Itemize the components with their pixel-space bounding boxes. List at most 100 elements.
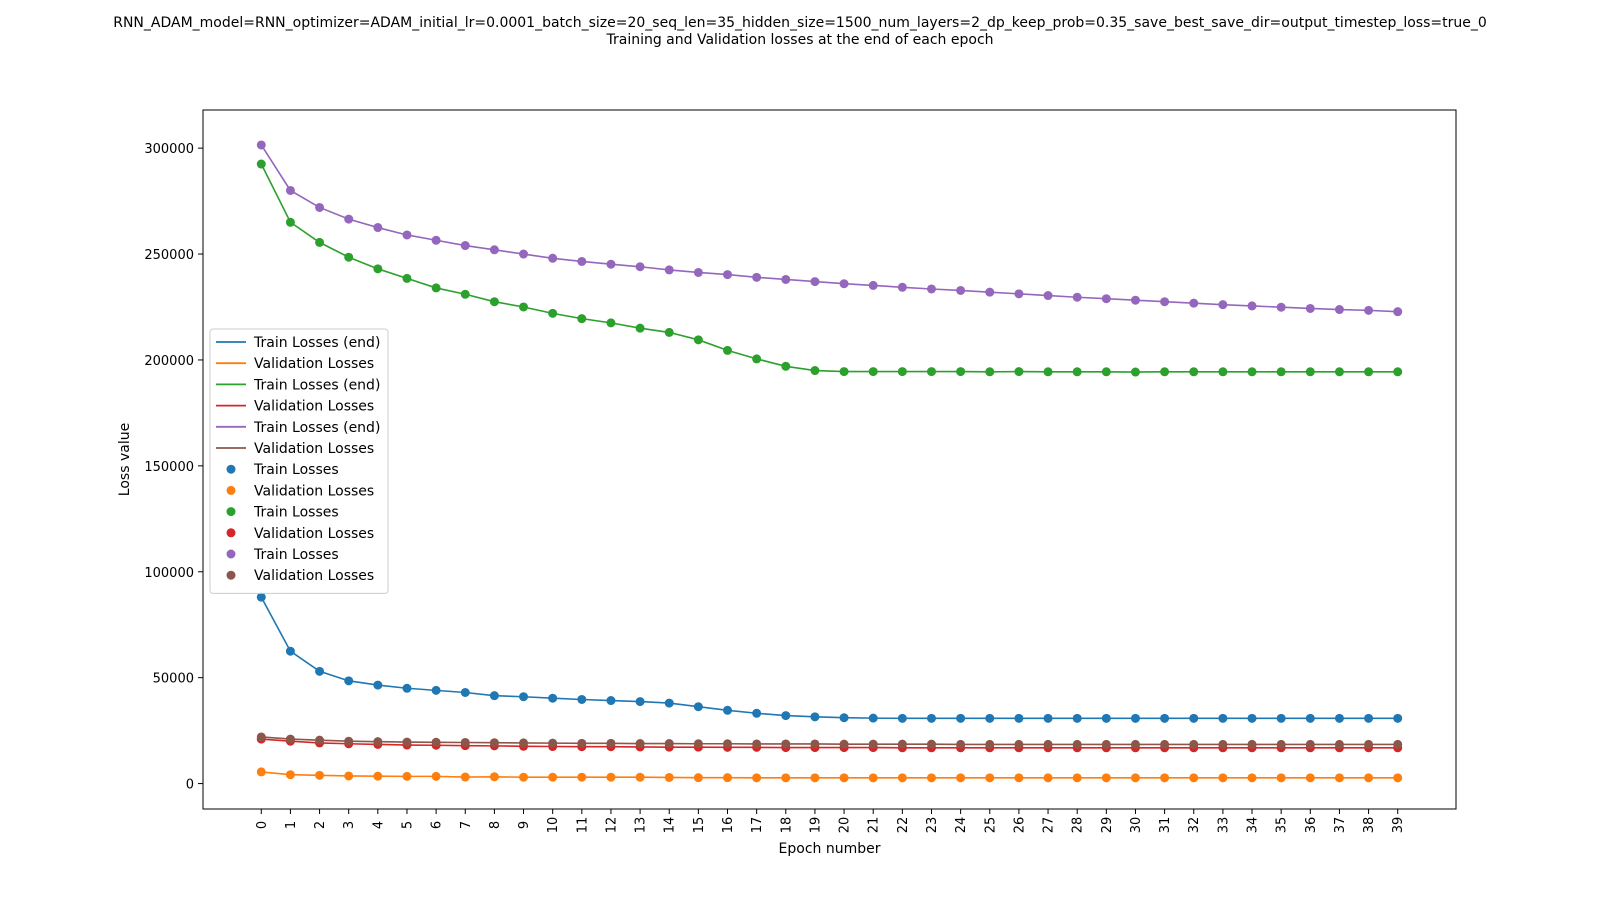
data-point — [460, 688, 470, 697]
data-point — [315, 735, 325, 745]
x-tick-label: 13 — [634, 817, 649, 834]
data-point — [577, 314, 587, 324]
data-point — [1160, 773, 1170, 783]
data-point — [344, 736, 354, 746]
x-tick-label: 25 — [983, 817, 998, 834]
data-point — [752, 708, 762, 718]
data-point — [548, 693, 558, 703]
data-point — [519, 772, 529, 782]
data-point — [868, 773, 878, 783]
data-point — [781, 274, 791, 284]
data-point — [1276, 713, 1286, 723]
data-point — [1189, 367, 1199, 377]
data-point — [548, 308, 558, 318]
data-point — [519, 302, 529, 312]
y-tick-label: 50000 — [153, 672, 194, 687]
x-tick-label: 2 — [313, 821, 328, 829]
data-point — [926, 367, 936, 377]
data-point — [985, 287, 995, 297]
legend-label: Train Losses — [253, 505, 339, 521]
data-point — [897, 367, 907, 377]
x-tick-label: 17 — [750, 817, 765, 834]
x-tick-label: 0 — [255, 821, 270, 829]
data-point — [810, 712, 820, 722]
data-point — [489, 691, 499, 701]
data-point — [1305, 367, 1315, 377]
data-point — [693, 267, 703, 277]
data-point — [1334, 367, 1344, 377]
data-point — [839, 739, 849, 749]
data-point — [956, 367, 966, 377]
data-point — [1014, 713, 1024, 723]
data-point — [256, 159, 266, 169]
data-point — [1218, 739, 1228, 749]
legend-item: Train Losses (end) — [216, 377, 380, 393]
y-tick-label: 300000 — [144, 142, 194, 157]
data-point — [752, 272, 762, 282]
data-point — [810, 773, 820, 783]
data-point — [723, 345, 733, 355]
data-point — [781, 739, 791, 749]
x-tick-label: 8 — [488, 821, 503, 829]
data-point — [460, 241, 470, 251]
data-point — [1072, 773, 1082, 783]
x-tick-label: 24 — [954, 817, 969, 834]
series-line-5 — [261, 736, 1398, 746]
x-tick-label: 15 — [692, 817, 707, 834]
data-point — [635, 739, 645, 749]
data-point — [1393, 713, 1403, 723]
data-point — [839, 279, 849, 289]
data-point — [1218, 713, 1228, 723]
data-point — [693, 702, 703, 712]
x-tick-label: 10 — [546, 817, 561, 834]
data-point — [431, 685, 441, 695]
data-point — [693, 773, 703, 783]
data-point — [1072, 713, 1082, 723]
data-point — [577, 772, 587, 782]
x-tick-label: 5 — [400, 821, 415, 829]
data-point — [635, 772, 645, 782]
data-point — [1276, 302, 1286, 312]
chart-title: RNN_ADAM_model=RNN_optimizer=ADAM_initia… — [113, 15, 1487, 31]
data-point — [693, 335, 703, 345]
x-tick-label: 31 — [1158, 817, 1173, 834]
data-point — [839, 773, 849, 783]
series-line-3 — [261, 738, 1398, 749]
data-point — [635, 697, 645, 707]
data-point — [1334, 773, 1344, 783]
data-point — [1101, 294, 1111, 304]
data-point — [839, 713, 849, 723]
data-point — [1043, 739, 1053, 749]
data-point — [664, 698, 674, 708]
data-point — [1247, 713, 1257, 723]
x-tick-label: 4 — [371, 821, 386, 829]
data-point — [664, 739, 674, 749]
data-point — [519, 692, 529, 702]
legend-label: Train Losses (end) — [253, 377, 380, 393]
y-tick-label: 250000 — [144, 248, 194, 263]
x-tick-label: 29 — [1100, 817, 1115, 834]
data-point — [606, 696, 616, 706]
data-point — [606, 259, 616, 269]
data-point — [985, 773, 995, 783]
data-point — [373, 264, 383, 274]
x-tick-label: 26 — [1012, 817, 1027, 834]
data-point — [1043, 713, 1053, 723]
data-point — [1334, 713, 1344, 723]
x-tick-label: 21 — [867, 817, 882, 834]
data-point — [635, 323, 645, 333]
data-point — [1305, 303, 1315, 313]
data-point — [1160, 739, 1170, 749]
data-point — [256, 140, 266, 150]
legend-label: Validation Losses — [254, 526, 374, 542]
x-axis: 0 1 2 3 4 5 6 7 8 9 10 11 12 13 14 15 16 17 18 19 20 21 22 23 24… — [255, 809, 1406, 833]
x-tick-label: 33 — [1216, 817, 1231, 834]
data-point — [285, 770, 295, 780]
x-tick-label: 30 — [1129, 817, 1144, 834]
legend-label: Validation Losses — [254, 399, 374, 415]
series-layer — [256, 140, 1403, 783]
data-point — [897, 773, 907, 783]
x-tick-label: 14 — [663, 817, 678, 834]
x-tick-label: 7 — [459, 821, 474, 829]
